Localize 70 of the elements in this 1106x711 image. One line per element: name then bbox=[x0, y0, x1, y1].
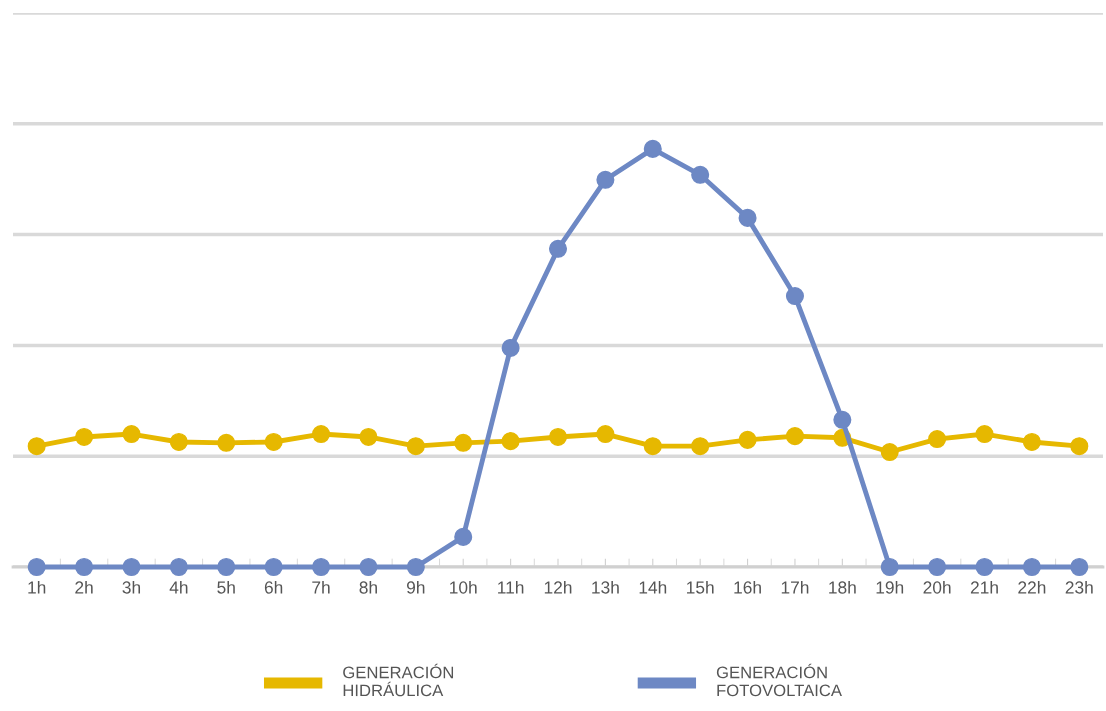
point bbox=[1070, 557, 1089, 577]
point bbox=[975, 557, 994, 577]
point bbox=[596, 170, 615, 189]
point bbox=[359, 557, 378, 577]
point bbox=[1022, 557, 1041, 577]
x-tick-label: 16h bbox=[734, 580, 761, 594]
point bbox=[1070, 437, 1089, 456]
point bbox=[75, 557, 94, 577]
point bbox=[312, 425, 331, 444]
x-tick-label: 2h bbox=[75, 580, 93, 594]
point bbox=[596, 425, 615, 444]
x-tick-label: 3h bbox=[122, 580, 141, 594]
point bbox=[880, 442, 899, 462]
point bbox=[643, 139, 662, 158]
x-tick-label: 20h bbox=[923, 580, 951, 594]
x-tick-label: 9h bbox=[406, 580, 425, 594]
point bbox=[975, 425, 994, 444]
x-tick-label: 7h bbox=[312, 580, 330, 594]
x-tick-label: 10h bbox=[450, 580, 477, 594]
point bbox=[122, 425, 141, 444]
x-tick-label: 23h bbox=[1065, 580, 1093, 594]
x-tick-label: 22h bbox=[1018, 580, 1046, 594]
point bbox=[785, 427, 804, 446]
point bbox=[75, 427, 94, 446]
legend-label: GENERACIÓN HIDRÁULICA bbox=[343, 663, 454, 697]
x-tick-label: 14h bbox=[639, 580, 667, 594]
point bbox=[691, 165, 710, 184]
point bbox=[738, 430, 757, 449]
point bbox=[928, 430, 947, 449]
point bbox=[122, 557, 141, 577]
x-tick-label: 4h bbox=[169, 580, 188, 594]
point bbox=[169, 432, 188, 452]
point bbox=[738, 208, 757, 227]
point bbox=[1022, 432, 1041, 452]
x-tick-label: 18h bbox=[829, 580, 856, 594]
x-tick-label: 17h bbox=[781, 580, 809, 594]
x-tick-label: 13h bbox=[592, 580, 619, 594]
point bbox=[833, 410, 852, 429]
x-tick-label: 1h bbox=[28, 580, 46, 594]
point bbox=[880, 557, 899, 577]
x-tick-label: 15h bbox=[687, 580, 714, 594]
x-tick-label: 12h bbox=[544, 580, 572, 594]
point bbox=[359, 427, 378, 446]
point bbox=[312, 557, 331, 577]
x-tick-label: 8h bbox=[359, 580, 377, 594]
point bbox=[264, 557, 283, 577]
x-tick-label: 19h bbox=[876, 580, 904, 594]
x-tick-label: 21h bbox=[970, 580, 998, 594]
x-tick-label: 6h bbox=[264, 580, 283, 594]
point bbox=[928, 557, 947, 577]
point bbox=[454, 433, 473, 452]
point bbox=[785, 287, 804, 306]
point bbox=[501, 432, 520, 451]
point bbox=[27, 437, 46, 456]
x-tick-label: 5h bbox=[217, 580, 235, 594]
point bbox=[548, 427, 568, 446]
point bbox=[169, 557, 188, 577]
point bbox=[691, 437, 710, 456]
point bbox=[217, 433, 236, 452]
point bbox=[406, 557, 425, 577]
point bbox=[643, 437, 662, 456]
point bbox=[501, 338, 520, 357]
point bbox=[454, 527, 473, 546]
point bbox=[548, 239, 568, 258]
point bbox=[217, 557, 236, 577]
point bbox=[406, 437, 425, 456]
point bbox=[27, 557, 46, 577]
x-tick-label: 11h bbox=[498, 580, 524, 594]
point bbox=[264, 432, 283, 452]
legend-label: GENERACIÓN FOTOVOLTAICA bbox=[716, 663, 842, 697]
